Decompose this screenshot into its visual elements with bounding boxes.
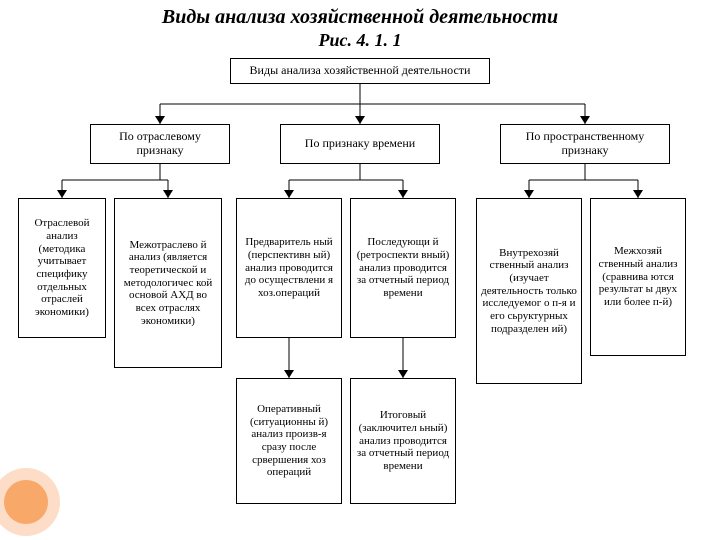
node-cat3: По пространственному признаку — [500, 124, 670, 164]
node-n32: Межхозяй ственный анализ (сравнива ются … — [590, 198, 686, 356]
decor-circle-inner — [4, 480, 48, 524]
node-cat1: По отраслевому признаку — [90, 124, 230, 164]
node-n31: Внутрехозяй ственный анализ (изучает дея… — [476, 198, 582, 384]
sub-title: Рис. 4. 1. 1 — [0, 30, 720, 51]
node-cat2: По признаку времени — [280, 124, 440, 164]
node-n11: Отраслевой анализ (методика учитывает сп… — [18, 198, 106, 338]
node-n12: Межотраслево й анализ (является теоретич… — [114, 198, 222, 368]
node-root: Виды анализа хозяйственной деятельности — [230, 58, 490, 84]
node-n21: Предваритель ный (перспективн ый) анализ… — [236, 198, 342, 338]
main-title: Виды анализа хозяйственной деятельности — [0, 6, 720, 29]
node-n23: Оперативный (ситуационны й) анализ произ… — [236, 378, 342, 504]
diagram-page: Виды анализа хозяйственной деятельности … — [0, 0, 720, 540]
node-n24: Итоговый (заключител ьный) анализ провод… — [350, 378, 456, 504]
node-n22: Последующи й (ретроспекти вный) анализ п… — [350, 198, 456, 338]
